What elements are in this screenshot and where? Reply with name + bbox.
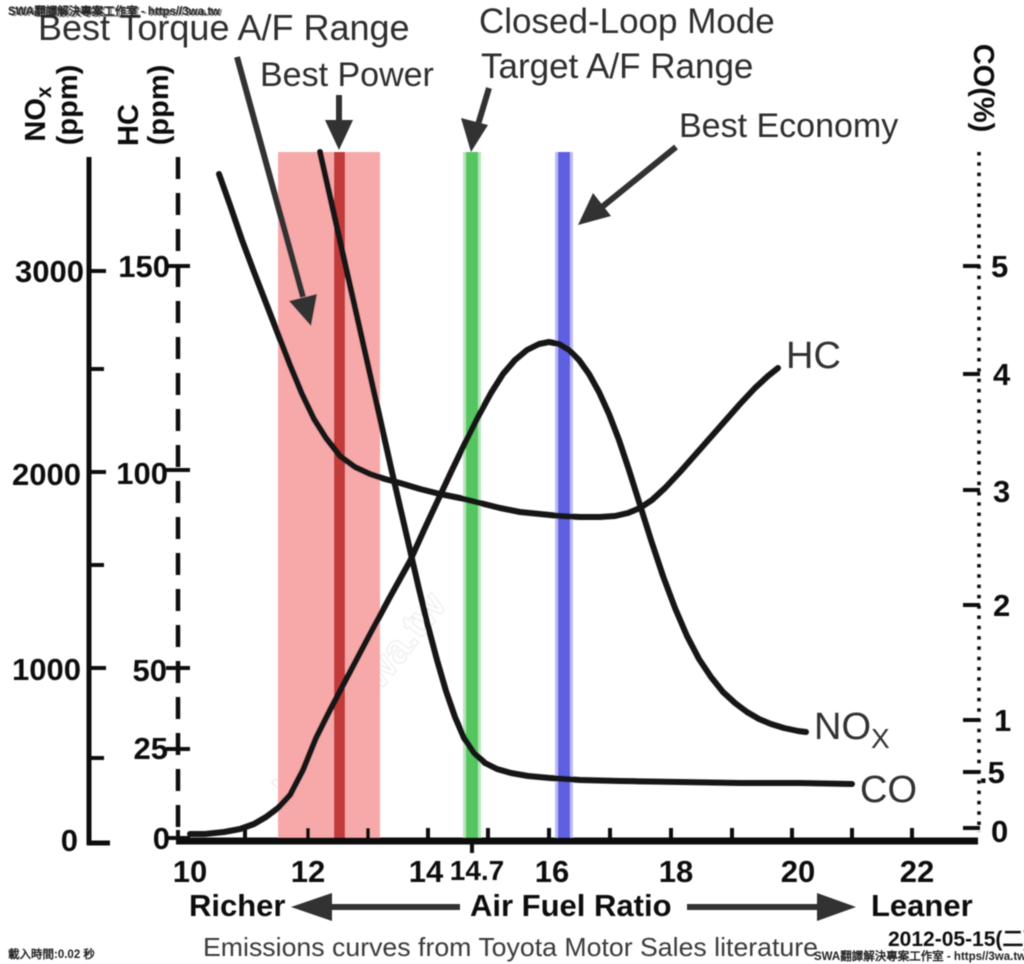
svg-text:5: 5 xyxy=(991,249,1008,284)
svg-text:14.7: 14.7 xyxy=(450,855,505,886)
svg-text:0: 0 xyxy=(991,814,1008,849)
svg-text:150: 150 xyxy=(118,249,170,284)
svg-text:4: 4 xyxy=(993,357,1011,392)
svg-text:CO: CO xyxy=(860,769,917,811)
svg-text:0: 0 xyxy=(153,821,170,856)
svg-text:Closed-Loop Mode: Closed-Loop Mode xyxy=(479,2,775,41)
svg-text:SWA翻譯解決專案工作室 - https//3wa.tw: SWA翻譯解決專案工作室 - https//3wa.tw xyxy=(10,5,222,19)
svg-text:100: 100 xyxy=(116,456,168,491)
svg-text:1: 1 xyxy=(994,703,1011,738)
svg-text:16: 16 xyxy=(535,854,569,889)
svg-text:0: 0 xyxy=(61,823,78,858)
svg-text:3: 3 xyxy=(993,474,1010,509)
svg-text:.5: .5 xyxy=(979,755,1005,790)
svg-text:2012-05-15(二): 2012-05-15(二) xyxy=(888,928,1024,951)
svg-text:HC: HC xyxy=(786,335,841,377)
svg-text:Leaner: Leaner xyxy=(871,888,973,923)
svg-text:SWA翻譯解決專案工作室 - https//3wa.tw: SWA翻譯解決專案工作室 - https//3wa.tw xyxy=(814,949,1024,963)
svg-text:20: 20 xyxy=(781,854,815,889)
svg-text:(ppm): (ppm) xyxy=(143,65,175,146)
svg-text:3000: 3000 xyxy=(15,254,84,289)
svg-text:10: 10 xyxy=(173,854,207,889)
svg-text:22: 22 xyxy=(900,854,934,889)
svg-text:載入時間:0.02 秒: 載入時間:0.02 秒 xyxy=(8,947,95,961)
svg-text:Best Power: Best Power xyxy=(260,56,434,94)
svg-text:HC: HC xyxy=(113,104,145,146)
svg-text:2: 2 xyxy=(993,588,1010,623)
svg-text:Air Fuel Ratio: Air Fuel Ratio xyxy=(470,888,672,923)
svg-text:Best Torque A/F Range: Best Torque A/F Range xyxy=(38,7,410,48)
svg-text:Best Economy: Best Economy xyxy=(679,107,898,145)
svg-text:12: 12 xyxy=(291,854,325,889)
svg-text:Richer: Richer xyxy=(189,888,285,923)
svg-text:14: 14 xyxy=(409,854,444,889)
svg-text:1000: 1000 xyxy=(12,652,81,687)
svg-text:Emissions curves from Toyota M: Emissions curves from Toyota Motor Sales… xyxy=(203,932,818,962)
svg-text:25: 25 xyxy=(134,731,168,766)
svg-text:SWA翻譯解決專案工作室 - https//3wa.tw: SWA翻譯解決專案工作室 - https//3wa.tw xyxy=(8,4,220,18)
svg-text:18: 18 xyxy=(659,854,693,889)
svg-text:50: 50 xyxy=(133,653,167,688)
svg-text:CO(%): CO(%) xyxy=(967,44,999,133)
svg-text:2000: 2000 xyxy=(12,457,81,492)
svg-text:Target A/F Range: Target A/F Range xyxy=(481,47,753,86)
svg-text:(ppm): (ppm) xyxy=(52,65,84,146)
